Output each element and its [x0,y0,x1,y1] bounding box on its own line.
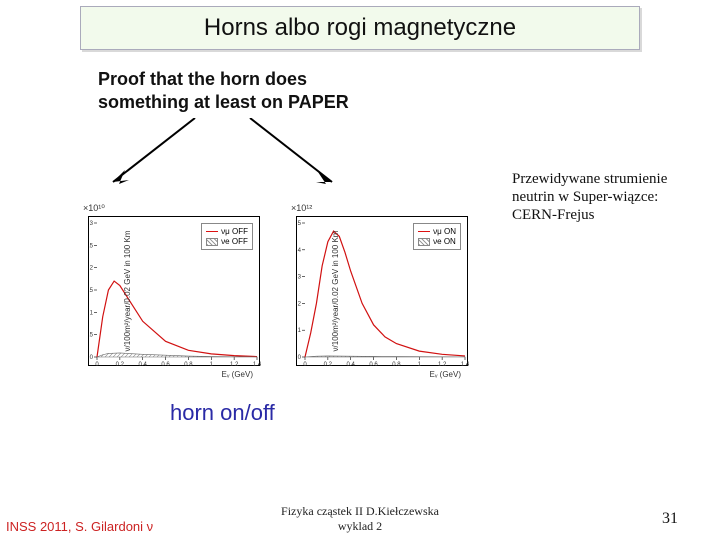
svg-text:1: 1 [418,362,422,367]
chart-horn-off: ×10¹⁰ ν/100m²/year/0.02 GeV in 100 Km Eᵥ… [88,216,260,366]
svg-text:0: 0 [90,355,94,361]
chart-right-power: ×10¹² [291,203,312,213]
svg-text:1: 1 [210,362,214,367]
svg-text:4: 4 [298,248,302,254]
chart-right-ylabel: ν/100m²/year/0.02 GeV in 100 Km [331,231,340,352]
svg-text:2.5: 2.5 [89,243,94,249]
svg-text:1.2: 1.2 [438,362,447,367]
slide-title: Horns albo rogi magnetyczne [204,14,516,42]
chart-left-ylabel: ν/100m²/year/0.02 GeV in 100 Km [123,231,132,352]
page-number: 31 [662,510,678,528]
title-box: Horns albo rogi magnetyczne [80,6,640,50]
svg-text:1: 1 [298,328,302,334]
arrow-right-icon [240,118,350,198]
svg-text:0: 0 [303,362,307,367]
svg-text:0.8: 0.8 [392,362,401,367]
footer-center: Fizyka cząstek II D.Kiełczewska wyklad 2 [240,504,480,534]
chart-left-power: ×10¹⁰ [83,203,105,214]
arrow-left-icon [95,118,205,198]
svg-text:0.4: 0.4 [347,362,356,367]
chart-right-xlabel: Eᵥ (GeV) [430,370,461,379]
svg-text:0.6: 0.6 [161,362,170,367]
chart-right-legend: νμ ON νe ON [413,223,461,250]
svg-text:1.4: 1.4 [461,362,469,367]
svg-text:5: 5 [298,221,302,227]
svg-text:0: 0 [95,362,99,367]
footer-credit: INSS 2011, S. Gilardoni ν [6,519,153,534]
chart-left-xlabel: Eᵥ (GeV) [222,370,253,379]
svg-text:0.2: 0.2 [116,362,125,367]
side-annotation: Przewidywane strumienie neutrin w Super-… [512,170,702,224]
svg-text:0.6: 0.6 [369,362,378,367]
svg-text:0.8: 0.8 [184,362,193,367]
proof-text: Proof that the horn does something at le… [98,68,438,115]
svg-text:0: 0 [298,355,302,361]
chart-left-legend: νμ OFF νe OFF [201,223,253,250]
chart-horn-on: ×10¹² ν/100m²/year/0.02 GeV in 100 Km Eᵥ… [296,216,468,366]
svg-text:3: 3 [90,221,94,227]
svg-text:1.2: 1.2 [230,362,239,367]
svg-text:1: 1 [90,310,94,316]
horn-caption: horn on/off [170,400,275,426]
svg-text:1.4: 1.4 [253,362,261,367]
svg-text:0.4: 0.4 [139,362,148,367]
svg-text:0.2: 0.2 [324,362,333,367]
svg-text:2: 2 [298,301,302,307]
svg-text:1.5: 1.5 [89,288,94,294]
svg-text:2: 2 [90,266,94,272]
svg-text:0.5: 0.5 [89,333,94,339]
svg-text:3: 3 [298,275,302,281]
